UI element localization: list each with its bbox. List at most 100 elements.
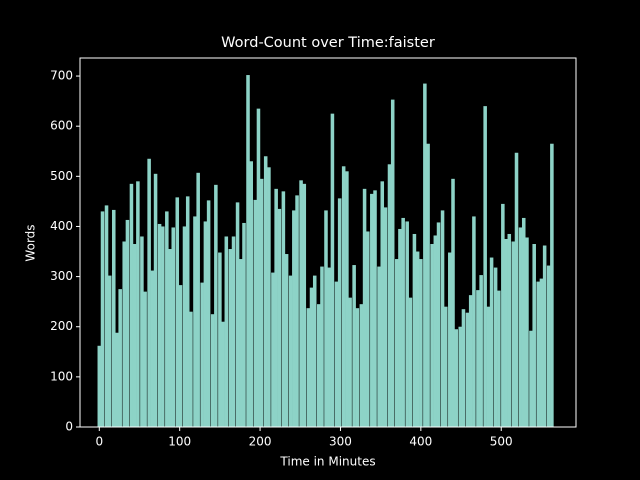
bar (525, 237, 529, 427)
bar (521, 217, 526, 427)
bar (100, 211, 105, 427)
bar (161, 226, 165, 427)
bar (394, 259, 399, 427)
y-tick-label: 200 (50, 319, 73, 333)
bar (253, 199, 258, 427)
bar (235, 202, 240, 427)
bar (426, 143, 430, 427)
bar (185, 196, 190, 427)
bar (362, 188, 367, 427)
bar (518, 227, 523, 427)
bar (483, 106, 487, 427)
bar (345, 171, 349, 427)
y-tick-label: 500 (50, 169, 73, 183)
bar (196, 172, 200, 427)
bar (355, 308, 360, 427)
y-axis-label: Words (24, 224, 38, 261)
bar (206, 200, 211, 427)
bar (218, 252, 222, 427)
bar (189, 311, 193, 427)
bar (153, 173, 158, 427)
bar (224, 236, 229, 427)
bar (550, 143, 554, 427)
bar (239, 259, 243, 427)
bar (330, 113, 335, 427)
bar (175, 197, 180, 427)
bar (415, 251, 420, 427)
bar (532, 244, 536, 427)
y-tick-label: 700 (50, 69, 73, 83)
x-tick-label: 0 (95, 435, 103, 449)
bar (489, 257, 494, 427)
bar (352, 265, 356, 427)
bar (370, 193, 374, 427)
bar (461, 309, 466, 427)
bar (327, 267, 331, 427)
bar (140, 236, 144, 427)
bar (398, 228, 402, 427)
bar (259, 178, 264, 427)
bar (271, 272, 275, 427)
bar (107, 275, 112, 427)
x-tick-label: 300 (329, 435, 352, 449)
bar (249, 161, 253, 427)
x-tick-label: 200 (249, 435, 272, 449)
y-tick-label: 100 (50, 369, 73, 383)
bar (430, 244, 434, 427)
bar (529, 330, 533, 427)
bar (263, 156, 268, 428)
bar (479, 275, 483, 427)
bar (221, 321, 225, 427)
bar (507, 233, 512, 427)
bar (168, 249, 172, 427)
bar (504, 238, 508, 427)
bar (423, 83, 427, 428)
bar (334, 281, 339, 427)
bar (390, 99, 395, 428)
bar (419, 259, 423, 427)
bar (472, 216, 476, 427)
bar (242, 222, 246, 427)
bar (377, 266, 381, 427)
bar (359, 304, 364, 427)
bar (193, 216, 197, 427)
bar (302, 183, 307, 427)
bar (436, 222, 441, 427)
bar (157, 223, 162, 427)
bar (288, 275, 293, 427)
bar (246, 75, 250, 427)
plot-frame (79, 57, 577, 428)
bar (465, 312, 470, 427)
bar (476, 290, 480, 427)
bar (514, 152, 519, 428)
y-tick-label: 600 (50, 119, 73, 133)
bar (150, 270, 155, 427)
bar (115, 332, 119, 427)
bar (299, 180, 303, 427)
x-axis-label: Time in Minutes (279, 455, 375, 469)
bar (295, 195, 299, 427)
bar (324, 210, 328, 427)
bar (231, 236, 236, 427)
bar (458, 326, 463, 427)
bar (274, 188, 278, 427)
bar (281, 191, 286, 427)
bar (380, 181, 385, 427)
bar (341, 166, 346, 428)
y-tick-label: 0 (65, 420, 73, 434)
bar (320, 266, 324, 427)
bar (228, 249, 233, 427)
bar (125, 219, 130, 427)
y-tick-label: 300 (50, 269, 73, 283)
bar (542, 245, 547, 427)
x-tick-label: 100 (168, 435, 191, 449)
bar (387, 164, 392, 428)
bar (497, 290, 501, 427)
bar (468, 295, 473, 427)
bar (451, 178, 455, 427)
bar (444, 306, 448, 427)
bar (292, 210, 296, 427)
y-tick-label: 400 (50, 219, 73, 233)
bar (337, 198, 342, 427)
